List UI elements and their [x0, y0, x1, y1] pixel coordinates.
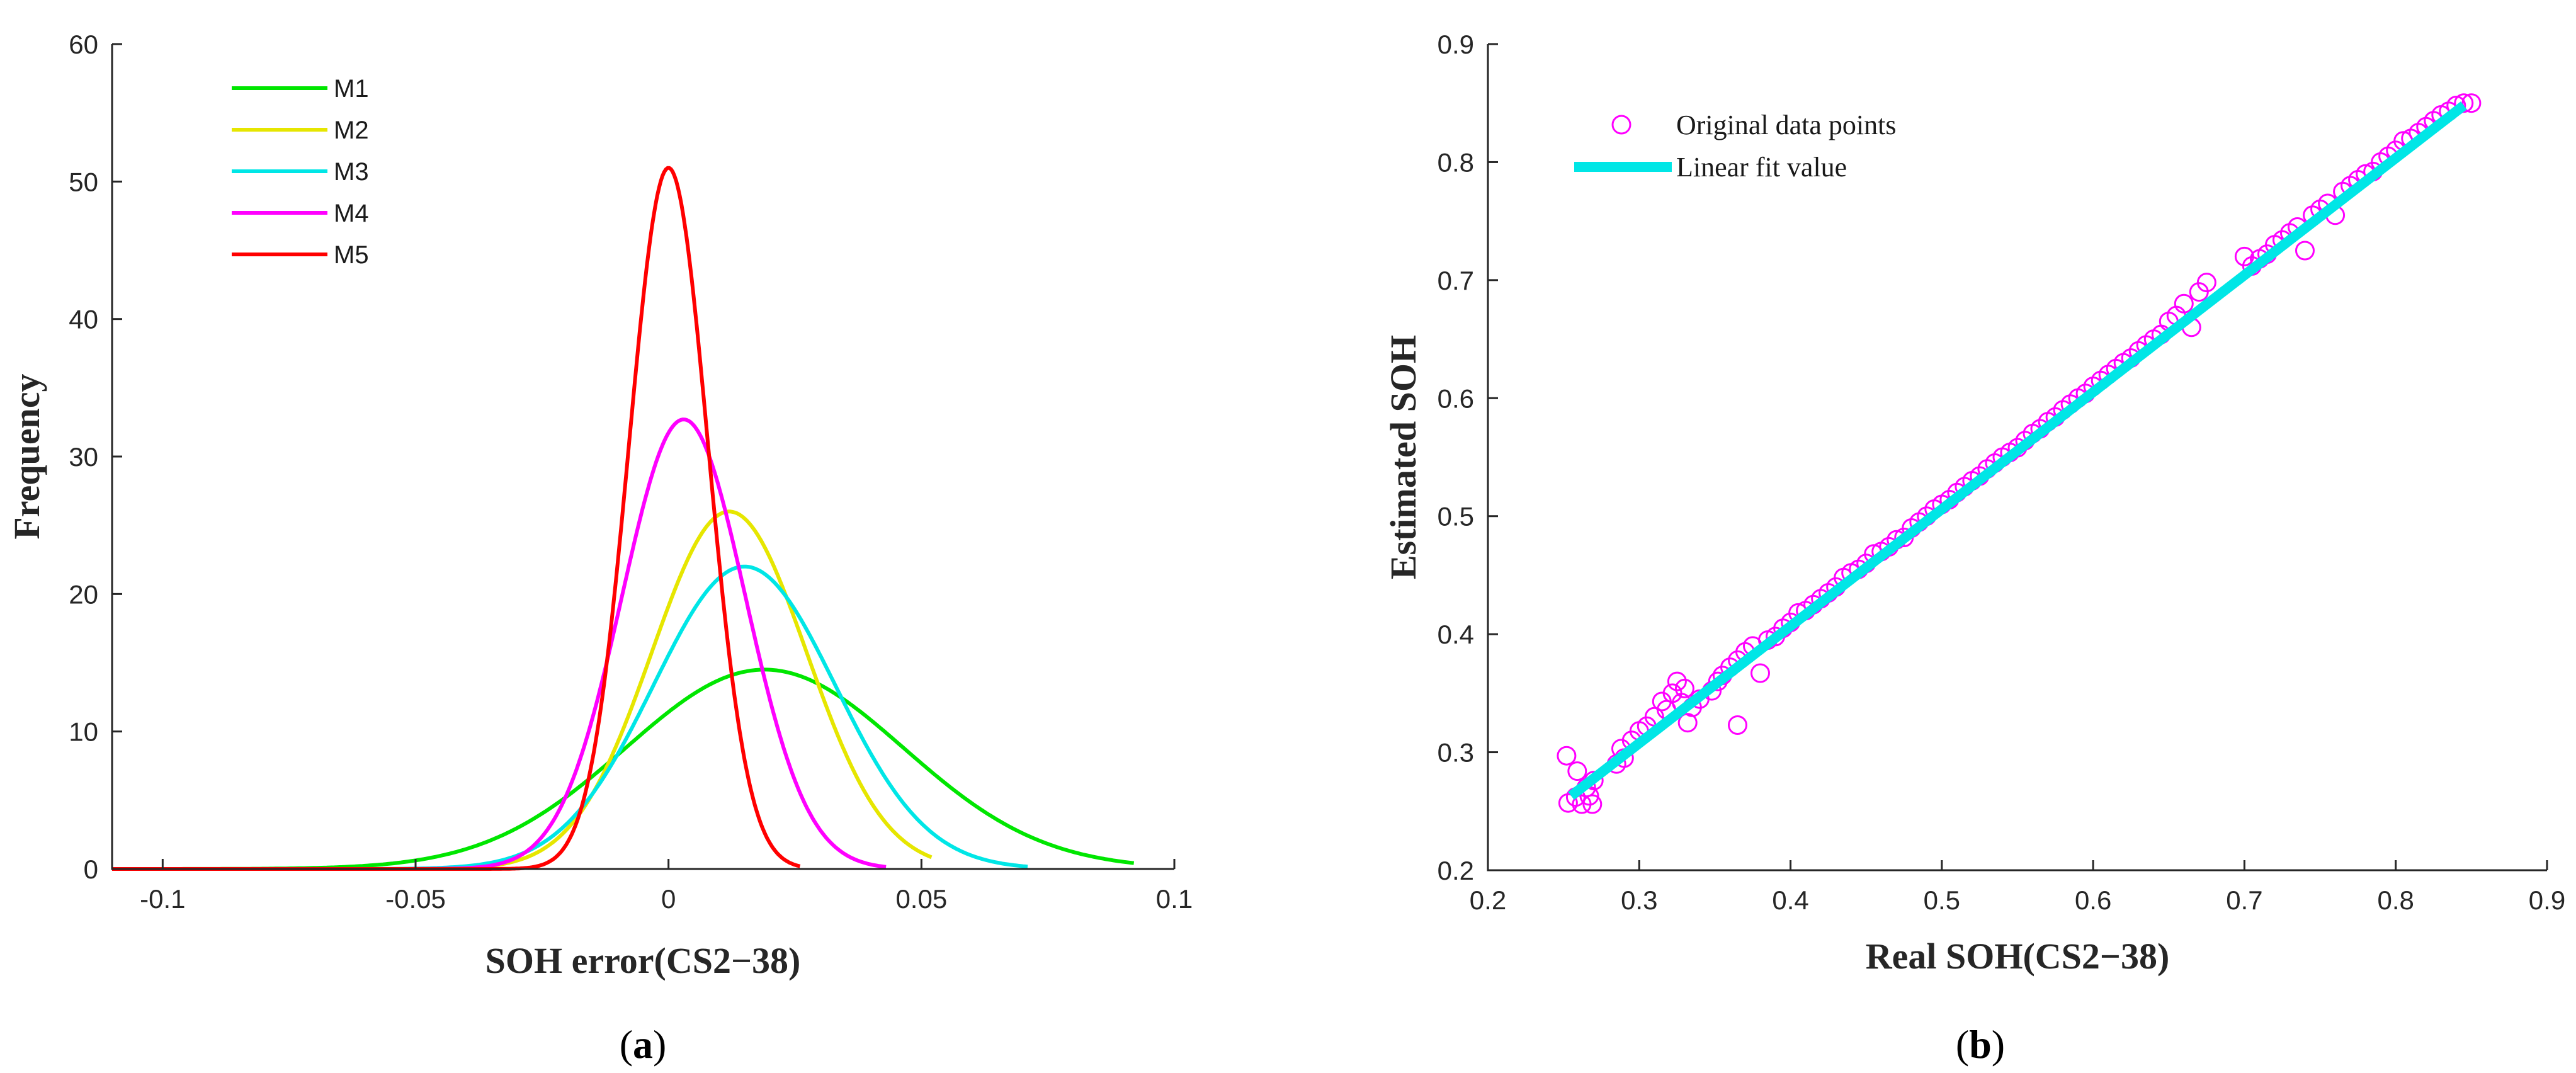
panel-a-y-tick-label: 10 — [69, 717, 98, 747]
panel-a-x-axis-title: SOH error(CS2−38) — [485, 940, 801, 981]
legend-label-m4: M4 — [334, 200, 369, 227]
panel-a-y-tick-label: 40 — [69, 305, 98, 334]
data-point — [1557, 746, 1577, 766]
panel-b-x-tick-label: 0.5 — [1924, 885, 1960, 915]
curve-m4 — [112, 417, 887, 871]
legend-label-m2: M2 — [334, 116, 369, 144]
panel-b-fit-line — [1568, 101, 2467, 800]
panel-a-frequency-chart: 0 10 20 30 40 50 60 -0.1 -0.05 0 0.05 0.1 SOH erro… — [6, 30, 1193, 1067]
panel-a-y-tick-label: 60 — [69, 30, 98, 59]
panel-b-legend: Original data points Linear fit value — [1574, 110, 1897, 183]
panel-a-y-tick-label: 0 — [84, 854, 98, 884]
data-point — [1667, 671, 1687, 691]
panel-a-x-tick-label: 0 — [661, 884, 676, 914]
data-point — [1674, 678, 1694, 698]
data-point — [1582, 794, 1603, 814]
panel-b-x-tick-label: 0.3 — [1621, 885, 1657, 915]
data-point — [1567, 761, 1587, 781]
panel-a-axes — [111, 44, 1174, 870]
legend-marker-data-points — [1611, 115, 1631, 135]
panel-b-y-axis-title: Estimated SOH — [1383, 335, 1424, 579]
panel-b-y-ticks: 0.2 0.3 0.4 0.5 0.6 0.7 0.8 0.9 — [1438, 30, 1498, 885]
panel-a-y-tick-label: 30 — [69, 442, 98, 472]
legend-label-m3: M3 — [334, 158, 369, 186]
panel-a-x-tick-label: 0.05 — [895, 884, 947, 914]
panel-b-label: (b) — [1956, 1022, 2005, 1067]
panel-b-x-tick-label: 0.4 — [1772, 885, 1808, 915]
data-point — [2196, 273, 2216, 293]
data-point — [1728, 715, 1747, 735]
panel-a-y-tick-label: 50 — [69, 167, 98, 196]
panel-a-x-ticks: -0.1 -0.05 0 0.05 0.1 — [140, 859, 1193, 914]
panel-a-legend: M1 M2 M3 M4 M5 — [232, 75, 369, 269]
panel-b-x-axis-title: Real SOH(CS2−38) — [1866, 936, 2170, 977]
data-point — [2454, 93, 2474, 113]
curve-m2 — [112, 509, 933, 871]
data-point — [2461, 93, 2482, 113]
panel-a-y-tick-label: 20 — [69, 579, 98, 609]
panel-b-y-tick-label: 0.8 — [1438, 147, 1474, 177]
panel-a-label: (a) — [620, 1022, 667, 1067]
panel-b-x-tick-label: 0.9 — [2529, 885, 2565, 915]
panel-a-label-letter: a — [633, 1022, 653, 1067]
curve-m1 — [112, 667, 1135, 871]
panel-b-y-tick-label: 0.7 — [1438, 266, 1474, 295]
panel-a-x-tick-label: 0.1 — [1156, 884, 1193, 914]
data-point — [2174, 293, 2194, 314]
panel-b-y-tick-label: 0.2 — [1438, 856, 1474, 885]
panel-b-y-tick-label: 0.9 — [1438, 30, 1474, 59]
panel-a-x-tick-label: -0.1 — [140, 884, 185, 914]
panel-b-y-tick-label: 0.3 — [1438, 738, 1474, 768]
panel-b-x-tick-label: 0.7 — [2226, 885, 2262, 915]
panel-b-y-tick-label: 0.4 — [1438, 620, 1474, 649]
data-point — [2295, 241, 2315, 261]
legend-label-data-points: Original data points — [1676, 110, 1897, 140]
panel-a-y-ticks: 0 10 20 30 40 50 60 — [69, 30, 122, 884]
panel-a-x-tick-label: -0.05 — [385, 884, 446, 914]
legend-label-m1: M1 — [334, 75, 369, 103]
panel-a-y-axis-title: Frequency — [6, 373, 47, 539]
legend-label-m5: M5 — [334, 241, 369, 269]
panel-b-y-tick-label: 0.5 — [1438, 502, 1474, 531]
panel-b-x-tick-label: 0.6 — [2075, 885, 2111, 915]
legend-label-fit-line: Linear fit value — [1676, 152, 1847, 183]
data-point — [1750, 663, 1770, 683]
panel-b-x-tick-label: 0.8 — [2378, 885, 2414, 915]
panel-a-curves — [111, 166, 1135, 871]
panel-b-x-tick-label: 0.2 — [1470, 885, 1506, 915]
panel-b-label-letter: b — [1969, 1022, 1992, 1067]
panel-b-y-tick-label: 0.6 — [1438, 383, 1474, 413]
curve-m5 — [111, 166, 801, 871]
panel-b-x-ticks: 0.2 0.3 0.4 0.5 0.6 0.7 0.8 0.9 — [1470, 860, 2565, 915]
panel-b-scatter-chart: 0.2 0.3 0.4 0.5 0.6 0.7 0.8 0.9 0.2 0.3 0.4 0.5 0.6… — [1383, 30, 2565, 1067]
